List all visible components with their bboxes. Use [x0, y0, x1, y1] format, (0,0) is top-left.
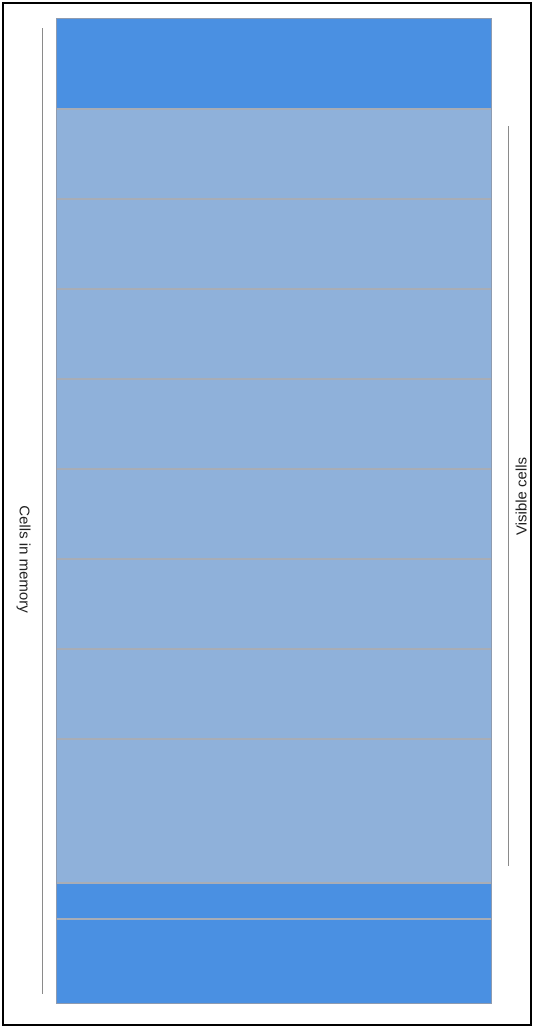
- cell-column: [56, 18, 492, 1004]
- visible-cell: [57, 108, 491, 198]
- visible-cell: [57, 288, 491, 378]
- visible-cell: [57, 198, 491, 288]
- memory-range-line: [42, 28, 43, 994]
- visible-cell: [57, 558, 491, 648]
- visible-cell: [57, 378, 491, 468]
- memory-cell: [57, 882, 491, 918]
- memory-label: Cells in memory: [15, 505, 33, 613]
- memory-cell: [57, 19, 491, 108]
- visible-cell: [57, 648, 491, 738]
- visible-range-line: [508, 126, 509, 866]
- visible-cell: [57, 468, 491, 558]
- visible-cell: [57, 738, 491, 882]
- memory-cell: [57, 918, 491, 1003]
- visible-label: Visible cells: [513, 456, 531, 536]
